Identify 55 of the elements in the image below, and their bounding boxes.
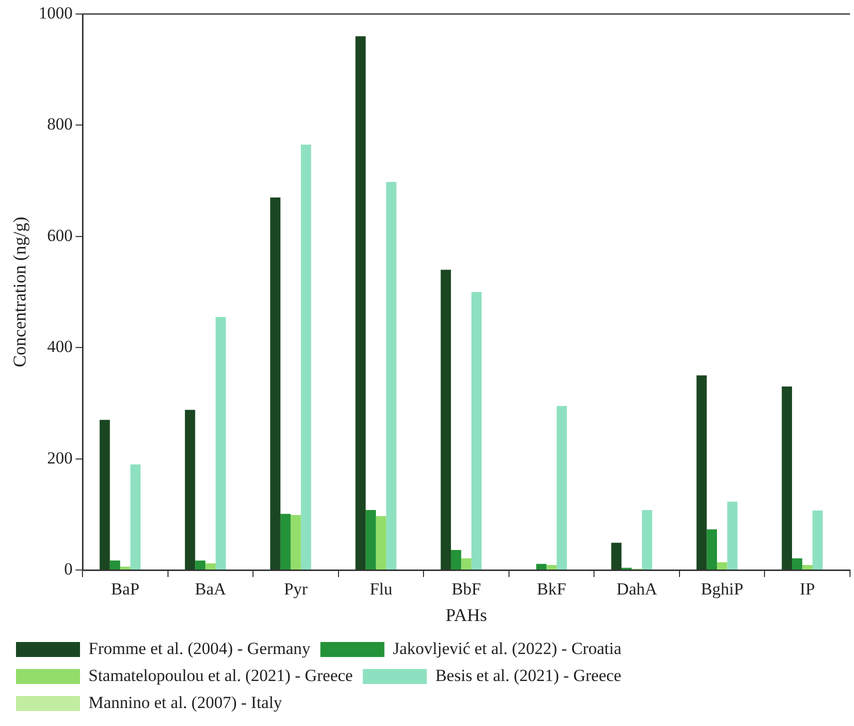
x-tick-label: BkF <box>536 580 566 599</box>
bar <box>706 529 717 570</box>
legend-label: Stamatelopoulou et al. (2021) - Greece <box>88 666 353 685</box>
bar <box>461 558 472 570</box>
bar <box>216 317 226 570</box>
y-axis-title: Concentration (ng/g) <box>10 216 30 368</box>
bar <box>536 564 546 570</box>
bar <box>270 197 280 570</box>
bar <box>812 510 823 570</box>
bar <box>100 420 110 570</box>
x-tick-label: BbF <box>452 580 481 599</box>
bar <box>355 36 366 570</box>
x-tick-label: Flu <box>370 580 393 599</box>
bar <box>642 510 652 570</box>
bar <box>184 410 196 570</box>
y-tick-label: 600 <box>47 226 73 245</box>
bar <box>110 560 120 570</box>
bar <box>782 386 792 570</box>
bar <box>290 514 301 570</box>
bar <box>696 375 707 570</box>
bar <box>130 464 141 570</box>
bar <box>205 563 216 570</box>
x-tick-label: BaA <box>194 580 227 599</box>
bar <box>376 516 386 570</box>
x-tick-label: Pyr <box>284 580 308 599</box>
bar <box>546 564 557 570</box>
y-tick-label: 200 <box>47 448 73 468</box>
x-tick-label: DahA <box>616 580 658 599</box>
bar <box>366 510 376 570</box>
bar <box>450 550 462 570</box>
bar <box>195 560 206 570</box>
y-tick-label: 400 <box>47 337 73 356</box>
bar <box>716 562 728 570</box>
legend-label: Fromme et al. (2004) - Germany <box>88 638 311 658</box>
bar <box>386 182 396 570</box>
bar <box>471 292 482 570</box>
legend-label: Besis et al. (2021) - Greece <box>435 666 622 685</box>
bar <box>727 502 738 570</box>
bar <box>792 558 802 570</box>
bar <box>280 514 291 570</box>
bar <box>440 270 451 570</box>
x-tick-label: IP <box>800 580 815 599</box>
bar <box>300 144 312 570</box>
x-axis-title: PAHs <box>446 604 487 625</box>
y-tick-label: 800 <box>47 114 73 134</box>
y-tick-label: 0 <box>64 559 73 578</box>
bar <box>611 542 622 570</box>
bar <box>802 564 812 570</box>
bar <box>120 566 130 570</box>
x-tick-label: BaP <box>111 580 140 599</box>
x-tick-label: BghiP <box>700 580 744 599</box>
legend-label: Jakovljević et al. (2022) - Croatia <box>392 638 622 658</box>
bar <box>556 406 567 570</box>
y-tick-label: 1000 <box>38 3 73 22</box>
legend-label: Mannino et al. (2007) - Italy <box>88 692 283 712</box>
